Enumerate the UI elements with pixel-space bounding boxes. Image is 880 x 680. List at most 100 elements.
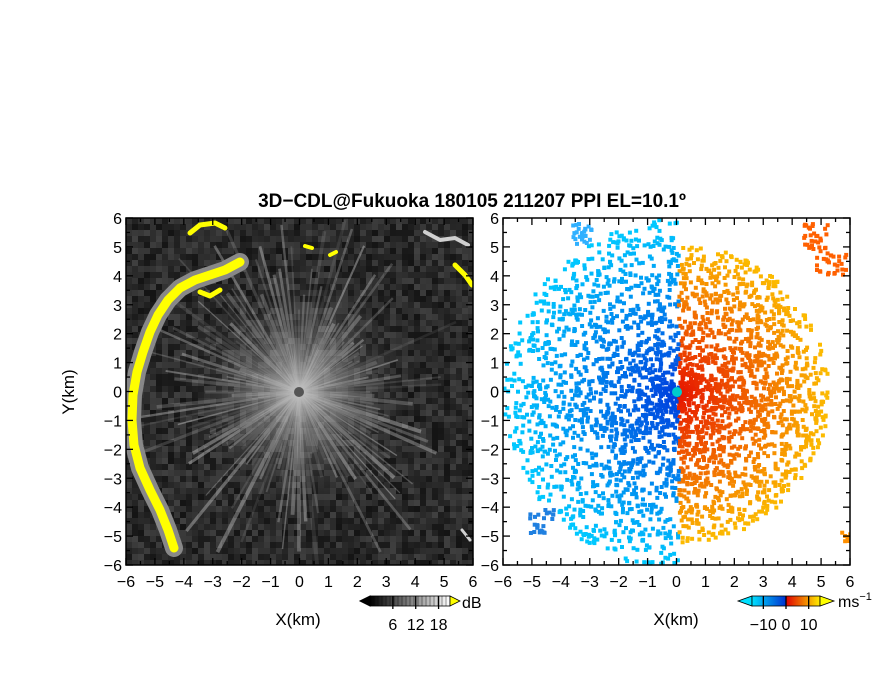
- noise-pixel: [174, 344, 180, 350]
- noise-pixel: [420, 410, 426, 416]
- velocity-pixel: [629, 325, 634, 330]
- noise-pixel: [162, 242, 168, 248]
- noise-pixel: [450, 224, 456, 230]
- noise-pixel: [330, 518, 336, 524]
- noise-pixel: [378, 296, 384, 302]
- noise-pixel: [228, 494, 234, 500]
- noise-pixel: [180, 404, 186, 410]
- velocity-pixel: [773, 500, 778, 505]
- velocity-pixel: [681, 308, 686, 313]
- velocity-pixel: [617, 256, 622, 261]
- noise-pixel: [438, 332, 444, 338]
- noise-pixel: [426, 344, 432, 350]
- noise-pixel: [162, 548, 168, 554]
- noise-pixel: [414, 380, 420, 386]
- noise-pixel: [468, 470, 473, 476]
- velocity-pixel: [623, 392, 628, 397]
- velocity-pixel: [686, 525, 691, 530]
- noise-pixel: [162, 320, 168, 326]
- noise-pixel: [468, 338, 473, 344]
- noise-pixel: [348, 236, 354, 242]
- noise-pixel: [168, 218, 174, 224]
- velocity-pixel: [698, 246, 703, 251]
- noise-pixel: [372, 494, 378, 500]
- velocity-pixel: [697, 465, 702, 470]
- noise-pixel: [198, 554, 204, 560]
- velocity-pixel: [763, 367, 768, 372]
- velocity-pixel: [677, 414, 682, 419]
- noise-pixel: [438, 308, 444, 314]
- velocity-pixel: [708, 509, 713, 514]
- velocity-pixel: [801, 433, 806, 438]
- noise-pixel: [180, 260, 186, 266]
- noise-pixel: [438, 260, 444, 266]
- noise-pixel: [420, 518, 426, 524]
- noise-pixel: [186, 266, 192, 272]
- noise-pixel: [456, 470, 462, 476]
- noise-pixel: [216, 476, 222, 482]
- echo-edge-segment: [460, 528, 472, 542]
- noise-pixel: [390, 554, 396, 560]
- noise-pixel: [414, 554, 420, 560]
- velocity-pixel: [682, 304, 687, 309]
- noise-pixel: [252, 254, 258, 260]
- noise-pixel: [384, 272, 390, 278]
- noise-pixel: [420, 230, 426, 236]
- noise-pixel: [456, 302, 462, 308]
- noise-pixel: [426, 518, 432, 524]
- velocity-pixel: [667, 529, 672, 534]
- noise-pixel: [324, 512, 330, 518]
- noise-pixel: [420, 308, 426, 314]
- velocity-pixel: [608, 438, 613, 443]
- velocity-pixel: [606, 444, 611, 449]
- noise-pixel: [318, 518, 324, 524]
- velocity-pixel: [707, 414, 712, 419]
- velocity-pixel: [527, 348, 532, 353]
- velocity-pixel: [772, 451, 777, 456]
- velocity-pixel: [672, 561, 677, 565]
- velocity-pixel: [757, 443, 761, 448]
- x-tick-label: −3: [204, 574, 222, 591]
- noise-pixel: [414, 542, 420, 548]
- velocity-pixel: [541, 378, 546, 383]
- noise-pixel: [126, 332, 132, 338]
- noise-pixel: [312, 224, 318, 230]
- noise-pixel: [210, 284, 216, 290]
- noise-pixel: [192, 542, 198, 548]
- noise-pixel: [150, 452, 156, 458]
- noise-pixel: [468, 512, 473, 518]
- noise-pixel: [438, 326, 444, 332]
- noise-pixel: [186, 392, 192, 398]
- noise-pixel: [204, 512, 210, 518]
- noise-pixel: [330, 236, 336, 242]
- velocity-pixel: [716, 446, 721, 451]
- noise-pixel: [150, 428, 156, 434]
- noise-pixel: [150, 224, 156, 230]
- noise-pixel: [390, 542, 396, 548]
- noise-pixel: [138, 314, 144, 320]
- noise-pixel: [450, 386, 456, 392]
- noise-pixel: [444, 230, 450, 236]
- noise-pixel: [456, 410, 462, 416]
- noise-pixel: [462, 392, 468, 398]
- noise-pixel: [186, 350, 192, 356]
- velocity-pixel: [583, 503, 588, 508]
- velocity-pixel: [684, 302, 689, 307]
- noise-pixel: [366, 230, 372, 236]
- noise-pixel: [210, 524, 216, 530]
- velocity-pixel: [729, 348, 734, 353]
- noise-pixel: [468, 350, 473, 356]
- velocity-pixel: [663, 531, 668, 536]
- noise-pixel: [216, 470, 222, 476]
- noise-pixel: [138, 296, 144, 302]
- noise-pixel: [126, 290, 132, 296]
- noise-pixel: [264, 242, 270, 248]
- noise-pixel: [180, 350, 186, 356]
- noise-pixel: [162, 338, 168, 344]
- noise-pixel: [384, 284, 390, 290]
- noise-pixel: [270, 506, 276, 512]
- noise-pixel: [420, 344, 426, 350]
- velocity-pixel: [740, 405, 745, 410]
- noise-pixel: [312, 560, 318, 565]
